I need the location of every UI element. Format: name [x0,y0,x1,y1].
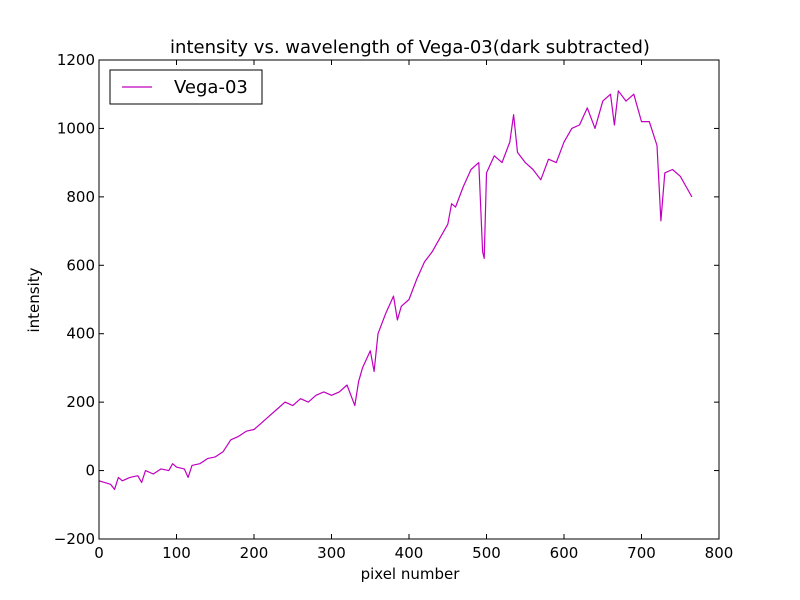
plot-area [98,90,693,490]
y-axis-label: intensity [25,267,43,332]
y-tick-label: 800 [66,188,95,206]
x-tick-label: 300 [317,544,346,562]
y-tick-label: −200 [54,530,95,548]
legend: Vega-03 [109,69,263,105]
chart-title: intensity vs. wavelength of Vega-03(dark… [170,37,650,58]
series-line-0 [98,90,693,490]
x-axis-label: pixel number [361,565,461,583]
y-tick-label: 600 [66,256,95,274]
y-tick-label: 0 [85,462,95,480]
axes: 0 100 200 300 400 500 600 700 800−20002004006008… [54,51,734,562]
y-tick-label: 1000 [57,119,95,137]
x-tick-label: 200 [240,544,269,562]
x-tick-label: 500 [472,544,501,562]
x-tick-label: 100 [162,544,191,562]
x-tick-label: 700 [627,544,656,562]
x-tick-label: 800 [705,544,734,562]
x-tick-label: 400 [395,544,424,562]
y-tick-label: 200 [66,393,95,411]
y-tick-label: 1200 [57,51,95,69]
x-tick-label: 0 [94,544,104,562]
x-tick-label: 600 [550,544,579,562]
y-tick-label: 400 [66,325,95,343]
legend-series-label: Vega-03 [174,77,248,98]
